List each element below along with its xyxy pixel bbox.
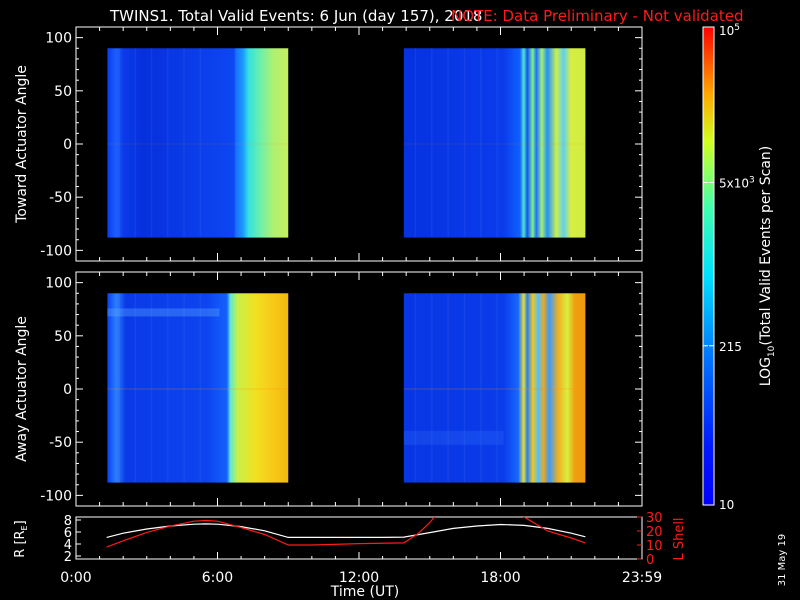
colorbar: 10 215 5x103 105 LOG10(Total Valid Events p… [702,23,777,512]
bottom-y-axis: 100 50 0 -50 -100 [40,276,642,504]
l-shell-line [106,517,436,548]
colorbar-tick-label: 215 [719,340,742,354]
top-panel: 100 50 0 -50 -100 Toward Actuator Angle [14,26,643,262]
y-tick-label: 0 [63,382,72,398]
ephemeris-x-axis: 0:00 6:00 12:00 18:00 23:59 [60,552,662,586]
colorbar-strip [702,26,715,506]
bottom-y-axis-label: Away Actuator Angle [14,316,30,462]
heatmap-center-band [403,388,586,390]
y-tick-label: -50 [49,435,72,451]
heatmap-center-band [403,143,586,145]
heatmap-streak [199,293,202,483]
ephemeris-series-group [106,517,586,548]
heatmap-streak [183,293,185,483]
x-tick-label: 12:00 [339,570,379,586]
l-shell-tick-label: 10 [646,539,663,554]
ephemeris-left-label: R [RE] [13,520,29,557]
heatmap-block [107,48,289,238]
y-tick-label: 50 [54,84,72,100]
heatmap-streak [447,48,449,238]
heatmap-streak [150,293,153,483]
x-tick-label: 18:00 [480,570,520,586]
top-y-axis-label: Toward Actuator Angle [14,65,30,224]
x-tick-label: 6:00 [202,570,233,586]
l-shell-tick-label: 20 [646,525,663,540]
heatmap-streak [134,48,136,238]
r-tick-label: 6 [64,526,72,541]
heatmap-streak [447,293,449,483]
colorbar-tick-label: 105 [719,23,740,38]
preliminary-note: NOTE: Data Preliminary - Not validated [451,7,744,25]
heatmap-streak [118,48,120,238]
x-tick-label: 23:59 [622,570,662,586]
colorbar-tick-label: 5x103 [719,175,755,190]
heatmap-streak [199,48,202,238]
heatmap-streak [150,48,153,238]
y-tick-label: 100 [45,31,72,47]
heatmap-streak [496,48,498,238]
heatmap-band [107,308,220,317]
ephemeris-right-label: L Shell [672,517,687,560]
heatmap-block [403,293,586,483]
top-heatmap [107,48,586,238]
ephemeris-lines [106,517,586,548]
heatmap-center-band [107,388,289,390]
heatmap-streak [167,293,169,483]
heatmap-streak [480,48,482,238]
y-tick-label: -100 [40,243,72,259]
heatmap-streak [118,293,120,483]
l-shell-tick-label: 0 [646,553,654,568]
l-shell-line [522,517,586,544]
x-tick-label: 0:00 [60,570,91,586]
bottom-heatmap [107,293,586,483]
heatmap-streak [496,293,498,483]
y-tick-label: -50 [49,190,72,206]
date-stamp: 31 May 19 [777,534,788,586]
bottom-panel: 100 50 0 -50 -100 Away Actuator Angle [14,271,643,507]
heatmap-center-band [107,143,289,145]
heatmap-streak [167,48,169,238]
figure-title: TWINS1. Total Valid Events: 6 Jun (day 1… [109,7,482,25]
heatmap-streak [414,293,417,483]
bottom-x-ticks [75,272,643,506]
heatmap-streak [183,48,185,238]
heatmap-streak [480,293,482,483]
colorbar-label: LOG10(Total Valid Events per Scan) [758,146,777,386]
top-y-axis: 100 50 0 -50 -100 [40,31,642,259]
y-tick-label: 50 [54,329,72,345]
r-tick-label: 8 [64,514,72,529]
colorbar-tick-label: 10 [719,498,734,512]
radius-line [106,523,586,539]
r-tick-label: 4 [64,538,72,553]
heatmap-streak [463,48,466,238]
heatmap-streak [414,48,417,238]
heatmap-streak [463,293,466,483]
y-tick-label: 0 [63,137,72,153]
heatmap-streak [431,48,433,238]
colorbar-tick-exponent: 5 [734,23,740,33]
top-x-ticks [75,27,643,261]
heatmap-streak [431,293,433,483]
x-axis-label: Time (UT) [330,584,399,600]
y-tick-label: -100 [40,488,72,504]
r-tick-label: 2 [64,550,72,565]
heatmap-band [403,430,504,445]
heatmap-block [403,48,586,238]
y-tick-label: 100 [45,276,72,292]
heatmap-streak [134,293,136,483]
colorbar-tick-exponent: 3 [749,175,755,185]
heatmap-block [107,293,289,483]
l-shell-tick-label: 30 [646,511,663,526]
